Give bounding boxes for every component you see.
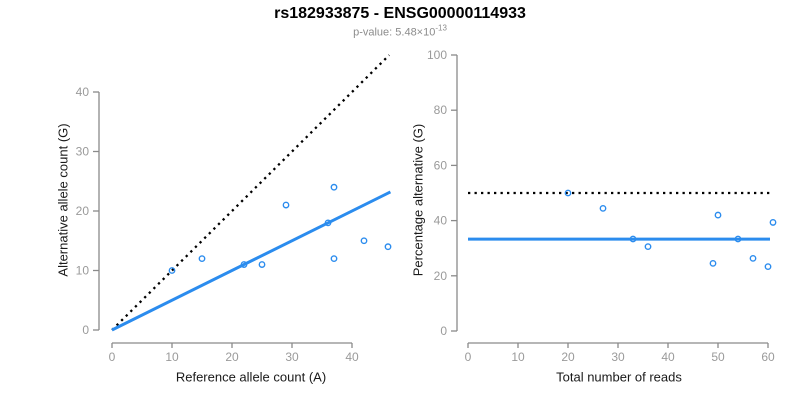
data-point [198, 255, 206, 263]
plot-title: rs182933875 - ENSG00000114933 [274, 5, 526, 22]
y-tick-label: 60 [434, 158, 448, 172]
data-point [324, 219, 332, 227]
x-tick-label: 20 [561, 350, 575, 364]
data-point [629, 235, 637, 243]
data-point [564, 189, 572, 197]
p-value-text: p-value: 5.48×10 [353, 26, 436, 39]
y-tick-label: 80 [434, 103, 448, 117]
data-point [644, 243, 652, 251]
x-tick-label: 0 [109, 350, 116, 364]
y-tick-label: 100 [427, 48, 447, 62]
y-tick-label: 20 [434, 269, 448, 283]
data-point [599, 204, 607, 212]
x-tick-label: 30 [611, 350, 625, 364]
p-value-exponent: -13 [435, 23, 447, 33]
data-point [240, 261, 248, 268]
data-point [764, 263, 772, 271]
x-tick-label: 20 [225, 350, 239, 364]
data-point [709, 260, 717, 267]
left-xaxis-title: Reference allele count (A) [175, 369, 327, 385]
data-point [384, 243, 392, 251]
data-point [330, 183, 338, 191]
y-tick-label: 10 [76, 264, 90, 278]
x-tick-label: 10 [165, 350, 179, 364]
percentage-alternative-scatter: 0 10 20 30 40 50 60 0 20 40 60 80 100 [427, 48, 777, 364]
right-xaxis-title: Total number of reads [556, 369, 682, 385]
data-point [168, 267, 176, 274]
y-tick-label: 40 [76, 85, 90, 99]
data-point [734, 235, 742, 243]
data-point [258, 261, 266, 268]
y-tick-label: 0 [440, 324, 447, 338]
x-tick-label: 40 [661, 350, 675, 364]
allele-count-scatter: 0 10 20 30 40 0 10 20 30 40 [76, 54, 392, 364]
left-yaxis-title: Alternative allele count (G) [55, 123, 71, 277]
data-point [360, 237, 368, 245]
data-point [749, 254, 757, 262]
x-tick-label: 10 [511, 350, 525, 364]
data-point [330, 255, 338, 263]
data-point [282, 201, 290, 209]
x-tick-label: 0 [465, 350, 472, 364]
y-tick-label: 40 [434, 214, 448, 228]
p-value-label: p-value: 5.48×10-13 [353, 24, 447, 39]
y-tick-label: 0 [82, 323, 89, 337]
fit-line [111, 190, 392, 332]
y-tick-label: 20 [76, 204, 90, 218]
right-yaxis-title: Percentage alternative (G) [410, 123, 426, 277]
data-point [714, 211, 722, 219]
x-tick-label: 60 [761, 350, 775, 364]
y-tick-label: 30 [76, 145, 90, 159]
identity-line [111, 54, 391, 331]
x-tick-label: 50 [711, 350, 725, 364]
x-tick-label: 30 [285, 350, 299, 364]
data-point [769, 219, 777, 226]
x-tick-label: 40 [345, 350, 359, 364]
